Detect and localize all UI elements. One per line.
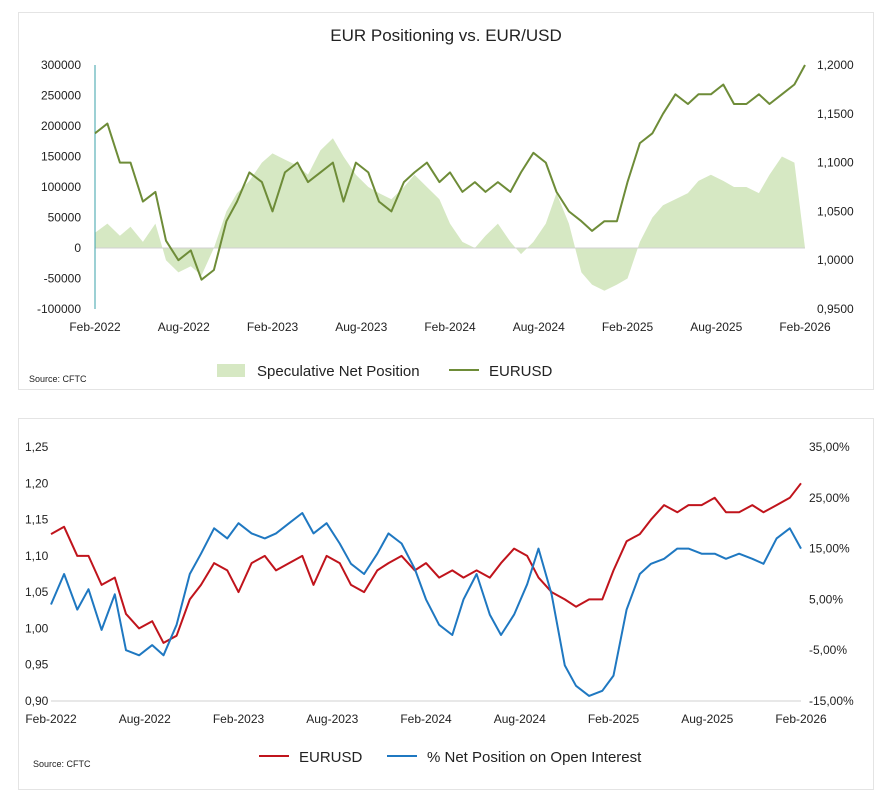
x-tick-label: Feb-2024 [400, 712, 452, 726]
x-tick-label: Feb-2023 [213, 712, 265, 726]
x-tick-label: Feb-2025 [602, 320, 654, 334]
y-left-tick-label: 250000 [41, 89, 81, 103]
x-tick-label: Aug-2025 [681, 712, 733, 726]
x-tick-label: Aug-2024 [494, 712, 546, 726]
y-right-tick-label: 5,00% [809, 592, 843, 606]
net-position-chart: 1,25 1,20 1,15 1,10 1,05 1,00 0,95 0,90 35,00% 2… [25, 440, 854, 769]
y-left-tick-label: 0,90 [25, 694, 49, 708]
y-left-tick-label: 1,00 [25, 621, 49, 635]
y-right-tick-label: 1,1500 [817, 107, 854, 121]
source-note: Source: CFTC [33, 759, 91, 769]
x-tick-label: Aug-2022 [158, 320, 210, 334]
x-tick-label: Feb-2026 [775, 712, 827, 726]
y-left-tick-label: 50000 [48, 211, 82, 225]
legend: EURUSD % Net Position on Open Interest [259, 749, 642, 766]
y-left-tick-label: 150000 [41, 150, 81, 164]
x-tick-label: Feb-2024 [424, 320, 476, 334]
y-left-tick-label: -100000 [37, 302, 81, 316]
y-right-tick-label: 25,00% [809, 491, 850, 505]
y-right-tick-label: 1,2000 [817, 58, 854, 72]
y-right-tick-label: -5,00% [809, 643, 847, 657]
legend: Speculative Net Position EURUSD [217, 363, 553, 380]
y-left-tick-label: 100000 [41, 180, 81, 194]
y-left-tick-label: 0,95 [25, 658, 49, 672]
net-position-chart-panel: 1,25 1,20 1,15 1,10 1,05 1,00 0,95 0,90 35,00% 2… [18, 418, 874, 790]
legend-label-speculative: Speculative Net Position [257, 363, 420, 380]
y-right-tick-label: 35,00% [809, 440, 850, 454]
y-left-tick-label: 1,15 [25, 513, 49, 527]
y-left-tick-label: 0 [74, 241, 81, 255]
x-tick-label: Feb-2022 [25, 712, 77, 726]
y-right-tick-label: 1,0000 [817, 253, 854, 267]
source-note: Source: CFTC [29, 374, 87, 384]
y-right-tick-label: 0,9500 [817, 302, 854, 316]
y-right-tick-label: 1,1000 [817, 156, 854, 170]
legend-label-eurusd: EURUSD [489, 363, 553, 380]
y-left-tick-label: 1,10 [25, 549, 49, 563]
eurusd-line [50, 482, 802, 644]
legend-label-pct: % Net Position on Open Interest [427, 749, 642, 766]
y-left-tick-label: 1,05 [25, 585, 49, 599]
x-tick-label: Feb-2026 [779, 320, 831, 334]
y-left-tick-label: -50000 [44, 272, 82, 286]
pct-net-position-line [50, 512, 802, 697]
x-tick-label: Aug-2023 [335, 320, 387, 334]
y-right-tick-label: 15,00% [809, 542, 850, 556]
y-right-tick-label: 1,0500 [817, 204, 854, 218]
x-tick-label: Feb-2025 [588, 712, 640, 726]
x-tick-label: Aug-2024 [513, 320, 565, 334]
x-tick-label: Aug-2025 [690, 320, 742, 334]
y-left-tick-label: 200000 [41, 119, 81, 133]
positioning-chart-panel: EUR Positioning vs. EUR/USD 300000 250000… [18, 12, 874, 390]
x-tick-label: Feb-2022 [69, 320, 121, 334]
legend-swatch-area [217, 364, 245, 377]
y-left-tick-label: 1,25 [25, 440, 49, 454]
y-right-tick-label: -15,00% [809, 694, 854, 708]
speculative-net-position-area [95, 138, 805, 291]
y-left-tick-label: 300000 [41, 58, 81, 72]
chart-title: EUR Positioning vs. EUR/USD [330, 26, 561, 45]
positioning-chart: EUR Positioning vs. EUR/USD 300000 250000… [29, 26, 854, 384]
eurusd-line [94, 64, 806, 281]
x-tick-label: Feb-2023 [247, 320, 299, 334]
x-tick-label: Aug-2022 [119, 712, 171, 726]
y-left-tick-label: 1,20 [25, 476, 49, 490]
x-tick-label: Aug-2023 [306, 712, 358, 726]
legend-label-eurusd: EURUSD [299, 749, 363, 766]
